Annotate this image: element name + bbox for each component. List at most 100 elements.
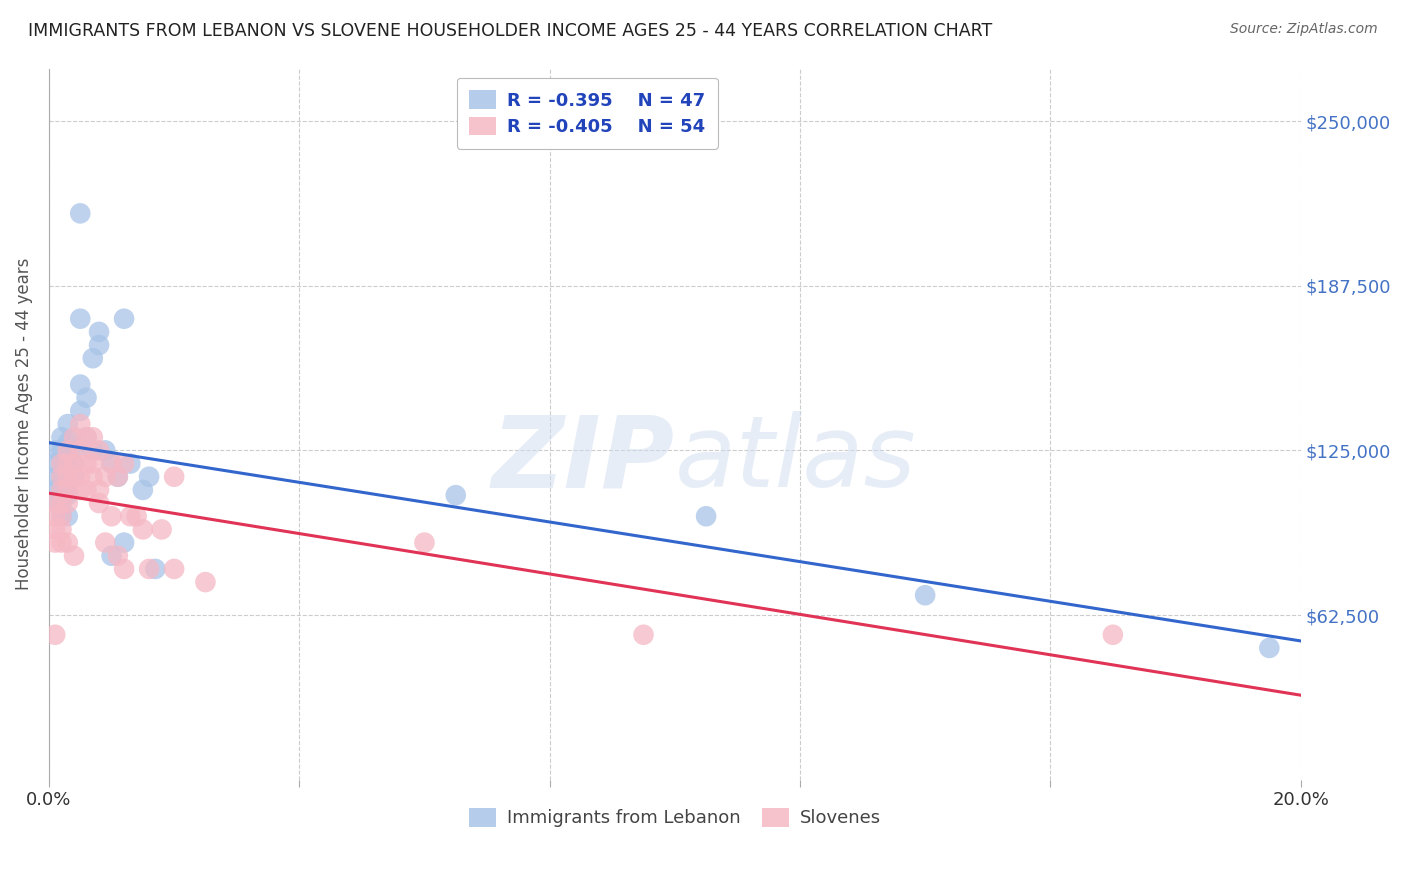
Point [69, 417, 91, 431]
Point [145, 562, 167, 576]
Point [51, 483, 73, 497]
Point [63, 430, 86, 444]
Point [87, 496, 110, 510]
Point [56, 483, 79, 497]
Point [56, 496, 79, 510]
Point [51, 430, 73, 444]
Point [69, 443, 91, 458]
Point [56, 477, 79, 491]
Point [56, 457, 79, 471]
Point [69, 311, 91, 326]
Point [76, 391, 98, 405]
Point [112, 311, 135, 326]
Point [120, 509, 142, 524]
Point [94, 443, 117, 458]
Point [82, 457, 104, 471]
Point [44, 523, 66, 537]
Point [51, 509, 73, 524]
Point [87, 443, 110, 458]
Point [1258, 640, 1281, 655]
Point [633, 628, 655, 642]
Point [107, 469, 129, 483]
Point [51, 509, 73, 524]
Point [44, 496, 66, 510]
Point [76, 430, 98, 444]
Point [56, 443, 79, 458]
Point [112, 535, 135, 549]
Point [76, 483, 98, 497]
Point [1102, 628, 1125, 642]
Point [112, 562, 135, 576]
Point [107, 469, 129, 483]
Point [132, 523, 155, 537]
Point [87, 338, 110, 352]
Point [51, 483, 73, 497]
Point [150, 523, 173, 537]
Point [51, 457, 73, 471]
Point [69, 404, 91, 418]
Text: Source: ZipAtlas.com: Source: ZipAtlas.com [1230, 22, 1378, 37]
Point [100, 509, 122, 524]
Point [69, 206, 91, 220]
Point [69, 469, 91, 483]
Point [51, 496, 73, 510]
Point [107, 549, 129, 563]
Point [51, 443, 73, 458]
Point [69, 377, 91, 392]
Point [82, 430, 104, 444]
Point [94, 535, 117, 549]
Point [69, 483, 91, 497]
Point [44, 628, 66, 642]
Legend: Immigrants from Lebanon, Slovenes: Immigrants from Lebanon, Slovenes [461, 801, 889, 835]
Point [44, 443, 66, 458]
Point [56, 488, 79, 502]
Point [413, 535, 436, 549]
Point [51, 457, 73, 471]
Point [138, 562, 160, 576]
Point [63, 457, 86, 471]
Point [138, 469, 160, 483]
Point [100, 549, 122, 563]
Point [51, 523, 73, 537]
Point [63, 443, 86, 458]
Point [44, 483, 66, 497]
Point [163, 562, 186, 576]
Point [82, 443, 104, 458]
Point [56, 417, 79, 431]
Point [56, 451, 79, 466]
Point [63, 549, 86, 563]
Point [44, 535, 66, 549]
Point [444, 488, 467, 502]
Point [63, 469, 86, 483]
Point [87, 483, 110, 497]
Point [82, 469, 104, 483]
Point [56, 509, 79, 524]
Point [44, 509, 66, 524]
Point [56, 462, 79, 476]
Point [120, 457, 142, 471]
Point [914, 588, 936, 602]
Point [163, 469, 186, 483]
Point [100, 457, 122, 471]
Point [56, 435, 79, 450]
Point [51, 469, 73, 483]
Point [51, 469, 73, 483]
Point [63, 430, 86, 444]
Point [132, 483, 155, 497]
Point [51, 535, 73, 549]
Point [44, 496, 66, 510]
Text: IMMIGRANTS FROM LEBANON VS SLOVENE HOUSEHOLDER INCOME AGES 25 - 44 YEARS CORRELA: IMMIGRANTS FROM LEBANON VS SLOVENE HOUSE… [28, 22, 993, 40]
Point [112, 457, 135, 471]
Point [63, 469, 86, 483]
Point [51, 496, 73, 510]
Point [56, 535, 79, 549]
Point [63, 457, 86, 471]
Point [56, 469, 79, 483]
Point [194, 575, 217, 590]
Point [695, 509, 717, 524]
Point [44, 457, 66, 471]
Point [125, 509, 148, 524]
Text: atlas: atlas [675, 411, 917, 508]
Point [76, 430, 98, 444]
Point [94, 469, 117, 483]
